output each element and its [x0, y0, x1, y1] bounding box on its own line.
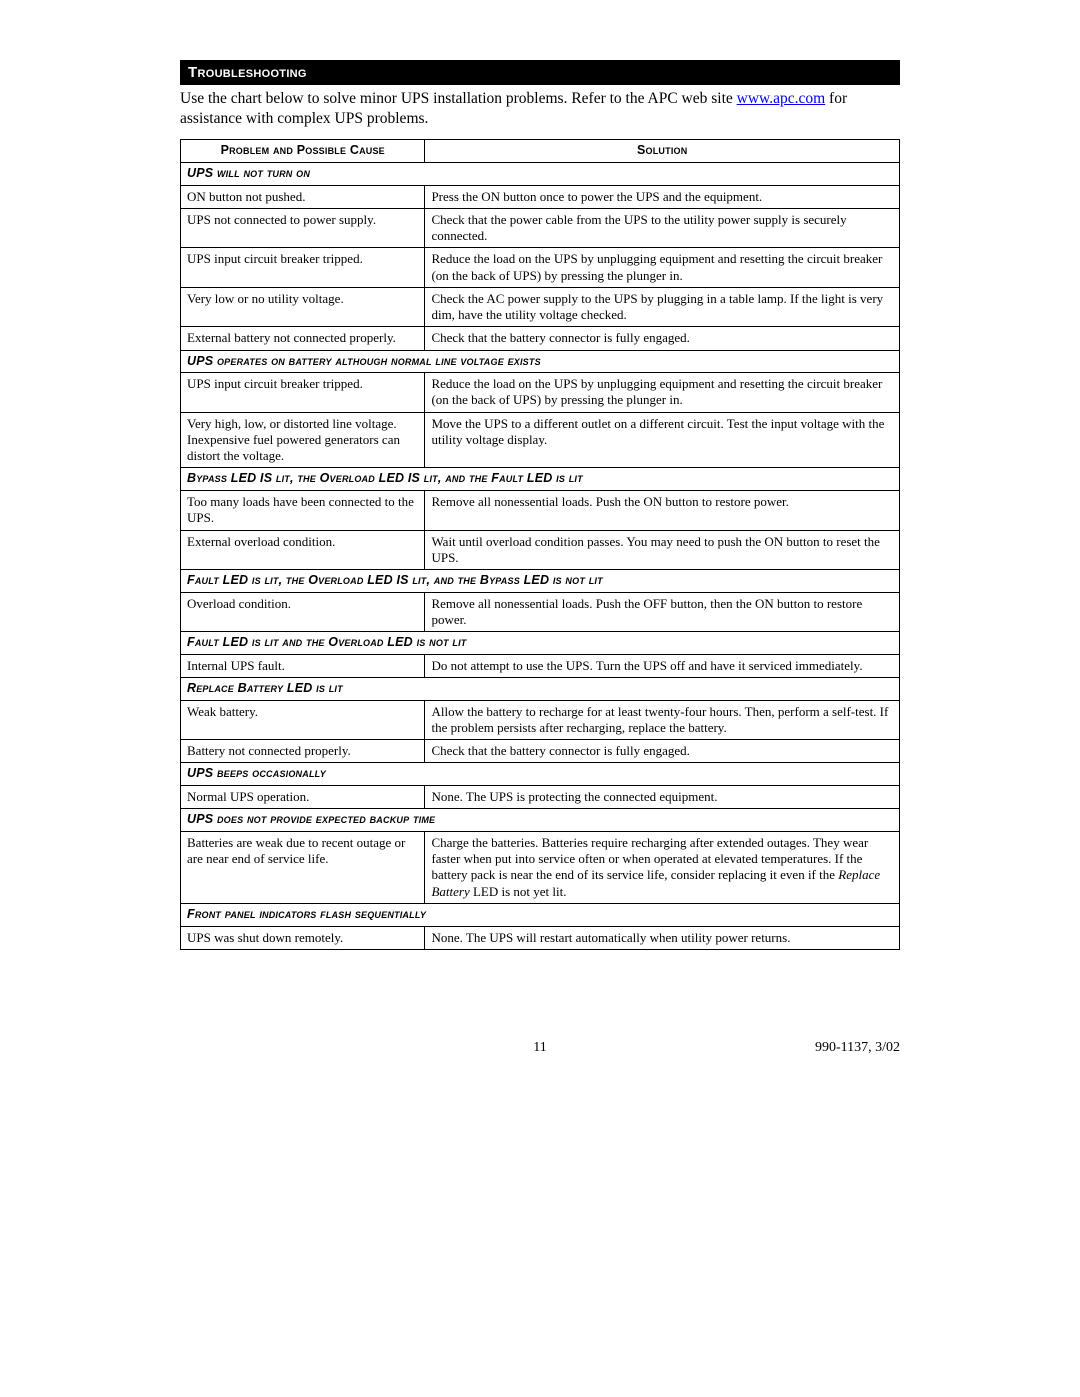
intro-text-before: Use the chart below to solve minor UPS i… [180, 90, 737, 107]
page-container: Troubleshooting Use the chart below to s… [0, 0, 1080, 1096]
solution-cell: Charge the batteries. Batteries require … [425, 831, 900, 903]
section-subheader: Fault LED is lit and the Overload LED is… [181, 632, 900, 655]
section-title-bar: Troubleshooting [180, 60, 900, 85]
table-body: UPS will not turn onON button not pushed… [181, 162, 900, 949]
solution-cell: Remove all nonessential loads. Push the … [425, 592, 900, 632]
solution-cell: Move the UPS to a different outlet on a … [425, 412, 900, 468]
solution-cell: Wait until overload condition passes. Yo… [425, 530, 900, 570]
intro-paragraph: Use the chart below to solve minor UPS i… [180, 89, 900, 129]
section-subheader: Replace Battery LED is lit [181, 678, 900, 701]
solution-cell: Reduce the load on the UPS by unplugging… [425, 373, 900, 413]
column-header-solution: Solution [425, 140, 900, 163]
solution-cell: Check that the power cable from the UPS … [425, 208, 900, 248]
page-number: 11 [533, 1040, 546, 1056]
solution-cell: Press the ON button once to power the UP… [425, 185, 900, 208]
solution-cell: None. The UPS will restart automatically… [425, 926, 900, 949]
solution-cell: Check that the battery connector is full… [425, 327, 900, 350]
document-id: 990-1137, 3/02 [815, 1040, 900, 1056]
problem-cell: Normal UPS operation. [181, 786, 425, 809]
solution-cell: None. The UPS is protecting the connecte… [425, 786, 900, 809]
section-subheader: UPS will not turn on [181, 162, 900, 185]
section-subheader: Front panel indicators flash sequentiall… [181, 903, 900, 926]
solution-cell: Allow the battery to recharge for at lea… [425, 700, 900, 740]
problem-cell: ON button not pushed. [181, 185, 425, 208]
problem-cell: Too many loads have been connected to th… [181, 491, 425, 531]
problem-cell: Very high, low, or distorted line voltag… [181, 412, 425, 468]
troubleshoot-table: Problem and Possible Cause Solution UPS … [180, 139, 900, 950]
section-subheader: Bypass LED IS lit, the Overload LED IS l… [181, 468, 900, 491]
solution-cell: Check that the battery connector is full… [425, 740, 900, 763]
solution-cell: Do not attempt to use the UPS. Turn the … [425, 654, 900, 677]
problem-cell: UPS input circuit breaker tripped. [181, 373, 425, 413]
problem-cell: UPS input circuit breaker tripped. [181, 248, 425, 288]
apc-link[interactable]: www.apc.com [737, 90, 826, 107]
problem-cell: External overload condition. [181, 530, 425, 570]
page-footer: 11 990-1137, 3/02 [180, 1040, 900, 1056]
solution-cell: Remove all nonessential loads. Push the … [425, 491, 900, 531]
solution-cell: Check the AC power supply to the UPS by … [425, 287, 900, 327]
column-header-problem: Problem and Possible Cause [181, 140, 425, 163]
problem-cell: Weak battery. [181, 700, 425, 740]
problem-cell: Battery not connected properly. [181, 740, 425, 763]
problem-cell: External battery not connected properly. [181, 327, 425, 350]
problem-cell: Internal UPS fault. [181, 654, 425, 677]
section-subheader: UPS does not provide expected backup tim… [181, 809, 900, 832]
problem-cell: Very low or no utility voltage. [181, 287, 425, 327]
section-subheader: UPS beeps occasionally [181, 763, 900, 786]
problem-cell: Overload condition. [181, 592, 425, 632]
solution-cell: Reduce the load on the UPS by unplugging… [425, 248, 900, 288]
problem-cell: UPS not connected to power supply. [181, 208, 425, 248]
section-subheader: Fault LED is lit, the Overload LED IS li… [181, 570, 900, 593]
problem-cell: Batteries are weak due to recent outage … [181, 831, 425, 903]
section-subheader: UPS operates on battery although normal … [181, 350, 900, 373]
problem-cell: UPS was shut down remotely. [181, 926, 425, 949]
